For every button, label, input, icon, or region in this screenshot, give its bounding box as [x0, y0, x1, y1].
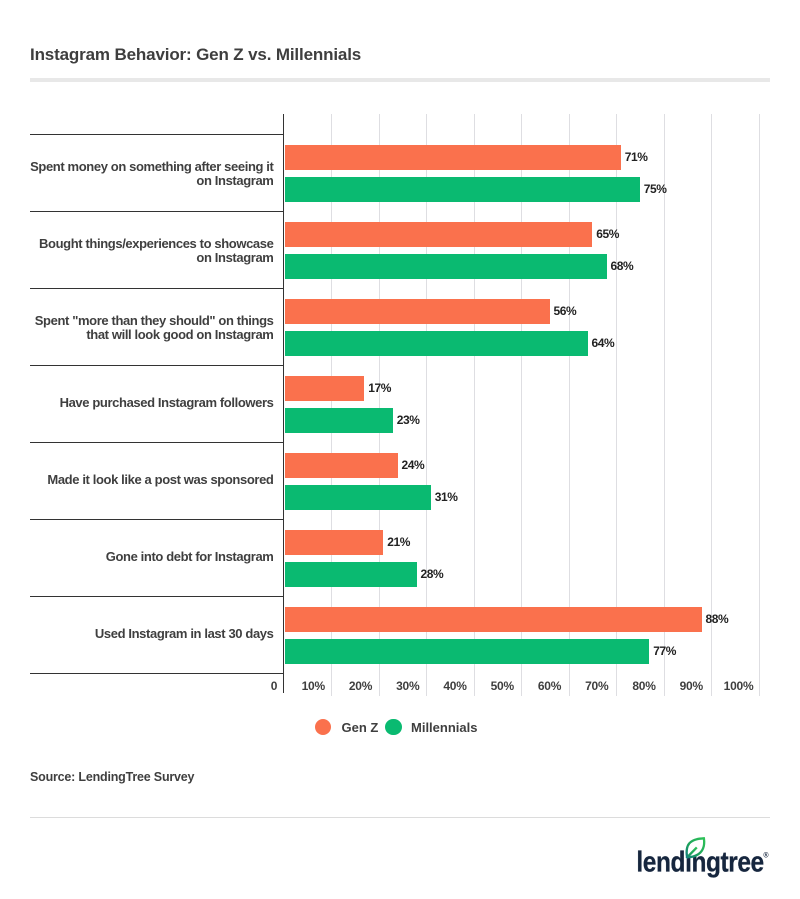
svg-text:®: ® [763, 851, 769, 859]
